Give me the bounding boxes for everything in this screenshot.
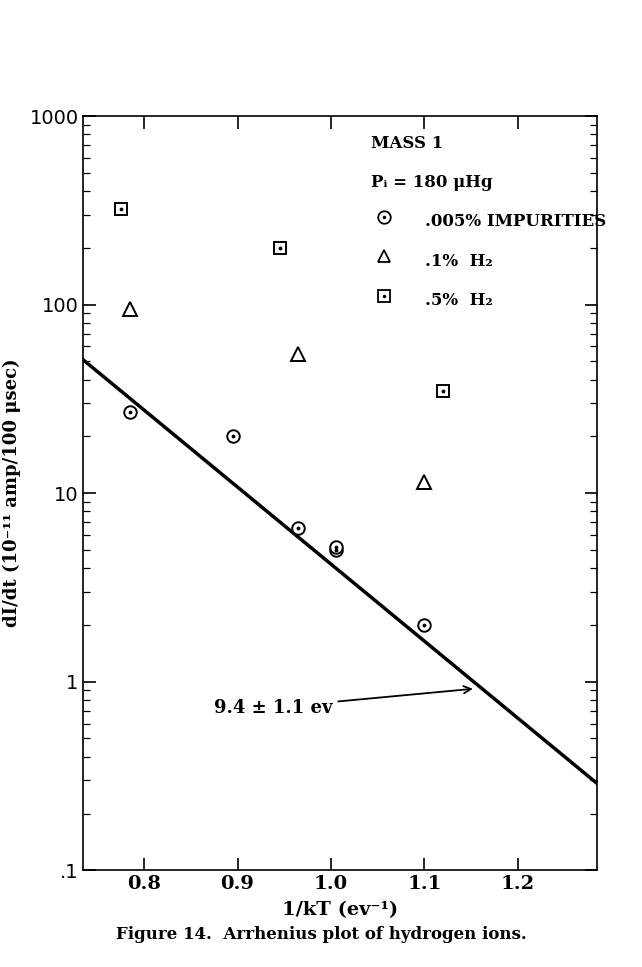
Text: .5%  H₂: .5% H₂ [425, 292, 492, 308]
X-axis label: 1/kT (ev⁻¹): 1/kT (ev⁻¹) [282, 901, 398, 920]
Text: 9.4 ± 1.1 ev: 9.4 ± 1.1 ev [214, 687, 471, 717]
Y-axis label: dI/dt (10⁻¹¹ amp/100 μsec): dI/dt (10⁻¹¹ amp/100 μsec) [3, 359, 21, 628]
Text: Pᵢ = 180 μHg: Pᵢ = 180 μHg [371, 174, 492, 191]
Text: .1%  H₂: .1% H₂ [425, 252, 492, 270]
Text: .005% IMPURITIES: .005% IMPURITIES [425, 214, 606, 230]
Text: Figure 14.  Arrhenius plot of hydrogen ions.: Figure 14. Arrhenius plot of hydrogen io… [116, 925, 526, 943]
Text: MASS 1: MASS 1 [371, 134, 444, 152]
